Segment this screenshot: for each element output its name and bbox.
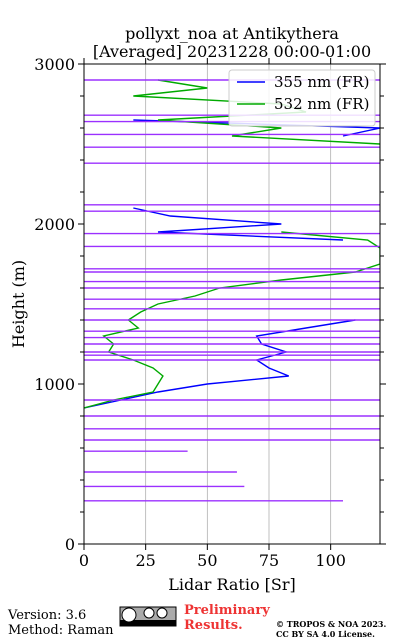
version: Version: 3.6 — [7, 608, 86, 623]
y-tick-label: 2000 — [34, 215, 75, 234]
y-tick-label: 1000 — [34, 375, 75, 394]
x-tick-label: 100 — [315, 551, 346, 570]
license-text: © TROPOS & NOA 2023. CC BY SA 4.0 License… — [276, 619, 386, 639]
y-tick-label: 0 — [65, 535, 75, 554]
y-tick-label: 3000 — [34, 55, 75, 74]
x-tick-label: 0 — [79, 551, 89, 570]
x-tick-label: 25 — [135, 551, 155, 570]
plot-frame — [83, 63, 381, 545]
legend-label: 355 nm (FR) — [274, 73, 369, 91]
series-group — [84, 79, 380, 502]
x-tick-label: 50 — [197, 551, 217, 570]
chart-subtitle: [Averaged] 20231228 00:00-01:00 — [93, 42, 371, 61]
method: Method: Raman — [8, 623, 114, 638]
cc-logo — [119, 606, 177, 627]
x-tick-label: 75 — [259, 551, 279, 570]
license: © TROPOS & NOA 2023. CC BY SA 4.0 License… — [276, 619, 386, 639]
status: Preliminary Results. — [184, 603, 270, 633]
legend-label: 532 nm (FR) — [274, 95, 369, 113]
profile-line — [84, 119, 380, 409]
y-axis-label: Height (m) — [9, 260, 28, 348]
x-axis-label: Lidar Ratio [Sr] — [168, 575, 296, 594]
legend-box — [228, 69, 376, 127]
chart-title: pollyxt_noa at Antikythera — [125, 24, 339, 43]
profile-line — [84, 79, 380, 409]
